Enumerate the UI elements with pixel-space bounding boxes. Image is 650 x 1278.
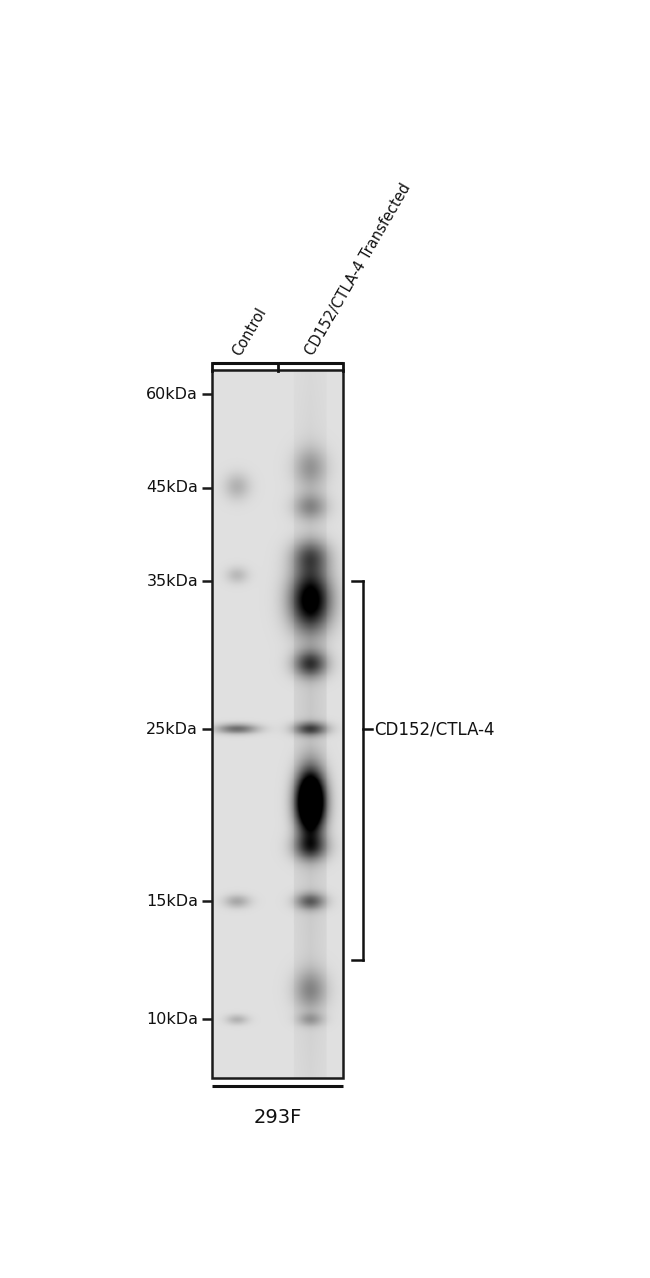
Text: 10kDa: 10kDa	[146, 1012, 198, 1026]
Text: CD152/CTLA-4: CD152/CTLA-4	[374, 720, 495, 737]
Text: 35kDa: 35kDa	[146, 574, 198, 589]
Text: 25kDa: 25kDa	[146, 722, 198, 736]
Text: Control: Control	[229, 304, 269, 358]
Text: 15kDa: 15kDa	[146, 893, 198, 909]
Text: 45kDa: 45kDa	[146, 481, 198, 496]
Text: 60kDa: 60kDa	[146, 387, 198, 403]
Text: CD152/CTLA-4 Transfected: CD152/CTLA-4 Transfected	[302, 180, 413, 358]
Text: 293F: 293F	[254, 1108, 302, 1127]
